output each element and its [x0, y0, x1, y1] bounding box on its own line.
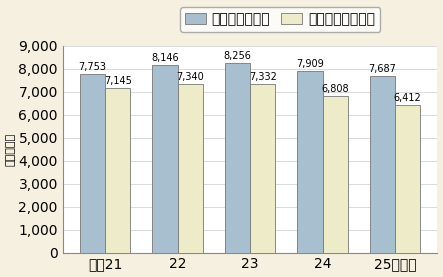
Bar [323, 96, 348, 253]
Text: 8,146: 8,146 [151, 53, 179, 63]
Bar [152, 65, 178, 253]
Text: 7,340: 7,340 [176, 72, 204, 82]
Legend: 検挙件数（件）, 被害少年数（人）: 検挙件数（件）, 被害少年数（人） [180, 7, 381, 32]
Text: 7,145: 7,145 [104, 76, 132, 86]
Text: 7,332: 7,332 [249, 72, 277, 82]
Text: 6,412: 6,412 [394, 93, 422, 103]
Bar [369, 76, 395, 253]
Bar [105, 88, 131, 253]
Text: 8,256: 8,256 [223, 51, 251, 61]
Bar [250, 84, 276, 253]
Bar [80, 74, 105, 253]
Bar [395, 105, 420, 253]
Text: 7,687: 7,687 [369, 64, 396, 74]
Text: 7,753: 7,753 [78, 62, 106, 72]
Bar [225, 63, 250, 253]
Bar [297, 71, 323, 253]
Bar [178, 84, 203, 253]
Text: 6,808: 6,808 [322, 84, 349, 94]
Y-axis label: （件・人）: （件・人） [6, 132, 16, 166]
Text: 7,909: 7,909 [296, 59, 324, 69]
